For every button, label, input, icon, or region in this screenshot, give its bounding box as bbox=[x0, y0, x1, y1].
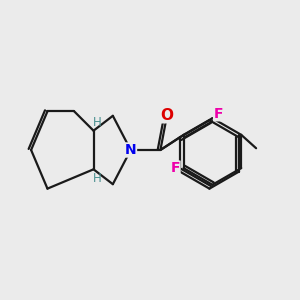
Text: N: N bbox=[125, 143, 136, 157]
Text: H: H bbox=[93, 116, 101, 129]
Text: H: H bbox=[93, 172, 101, 185]
Text: F: F bbox=[214, 107, 223, 121]
Text: F: F bbox=[170, 161, 180, 175]
Text: O: O bbox=[160, 108, 173, 123]
